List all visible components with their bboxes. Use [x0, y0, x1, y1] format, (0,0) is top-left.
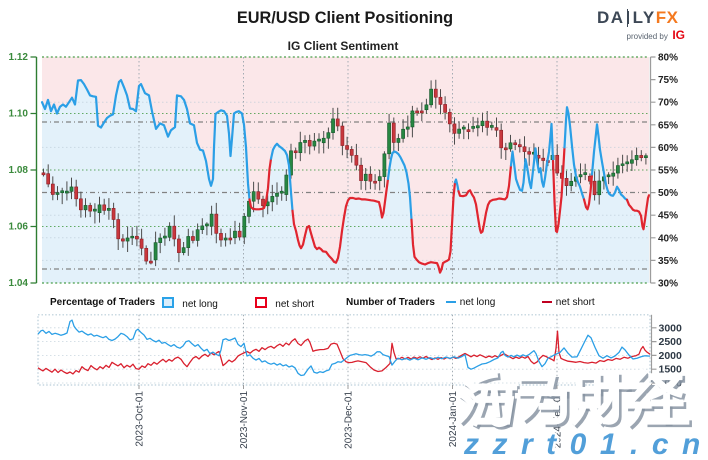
svg-text:60%: 60%: [658, 143, 678, 154]
svg-text:1.12: 1.12: [9, 52, 29, 63]
svg-text:65%: 65%: [658, 120, 678, 131]
svg-text:2500: 2500: [659, 336, 683, 348]
svg-text:1.06: 1.06: [9, 222, 29, 233]
svg-text:3000: 3000: [659, 322, 683, 334]
svg-text:40%: 40%: [658, 233, 678, 244]
svg-text:1.04: 1.04: [9, 278, 29, 289]
svg-text:75%: 75%: [658, 75, 678, 86]
svg-text:2023-Nov-01: 2023-Nov-01: [239, 391, 250, 449]
svg-text:30%: 30%: [658, 279, 678, 290]
svg-text:1.08: 1.08: [9, 165, 29, 176]
svg-text:2023-Oct-01: 2023-Oct-01: [135, 391, 146, 447]
svg-text:70%: 70%: [658, 98, 678, 109]
svg-text:2024-Jan-01: 2024-Jan-01: [448, 391, 459, 448]
svg-text:2000: 2000: [659, 350, 683, 362]
svg-text:2023-Dec-01: 2023-Dec-01: [344, 391, 355, 449]
svg-text:55%: 55%: [658, 166, 678, 177]
svg-text:35%: 35%: [658, 256, 678, 267]
svg-text:1.10: 1.10: [9, 109, 29, 120]
svg-text:80%: 80%: [658, 53, 678, 64]
svg-text:50%: 50%: [658, 188, 678, 199]
svg-text:45%: 45%: [658, 211, 678, 222]
svg-text:1500: 1500: [659, 364, 683, 376]
